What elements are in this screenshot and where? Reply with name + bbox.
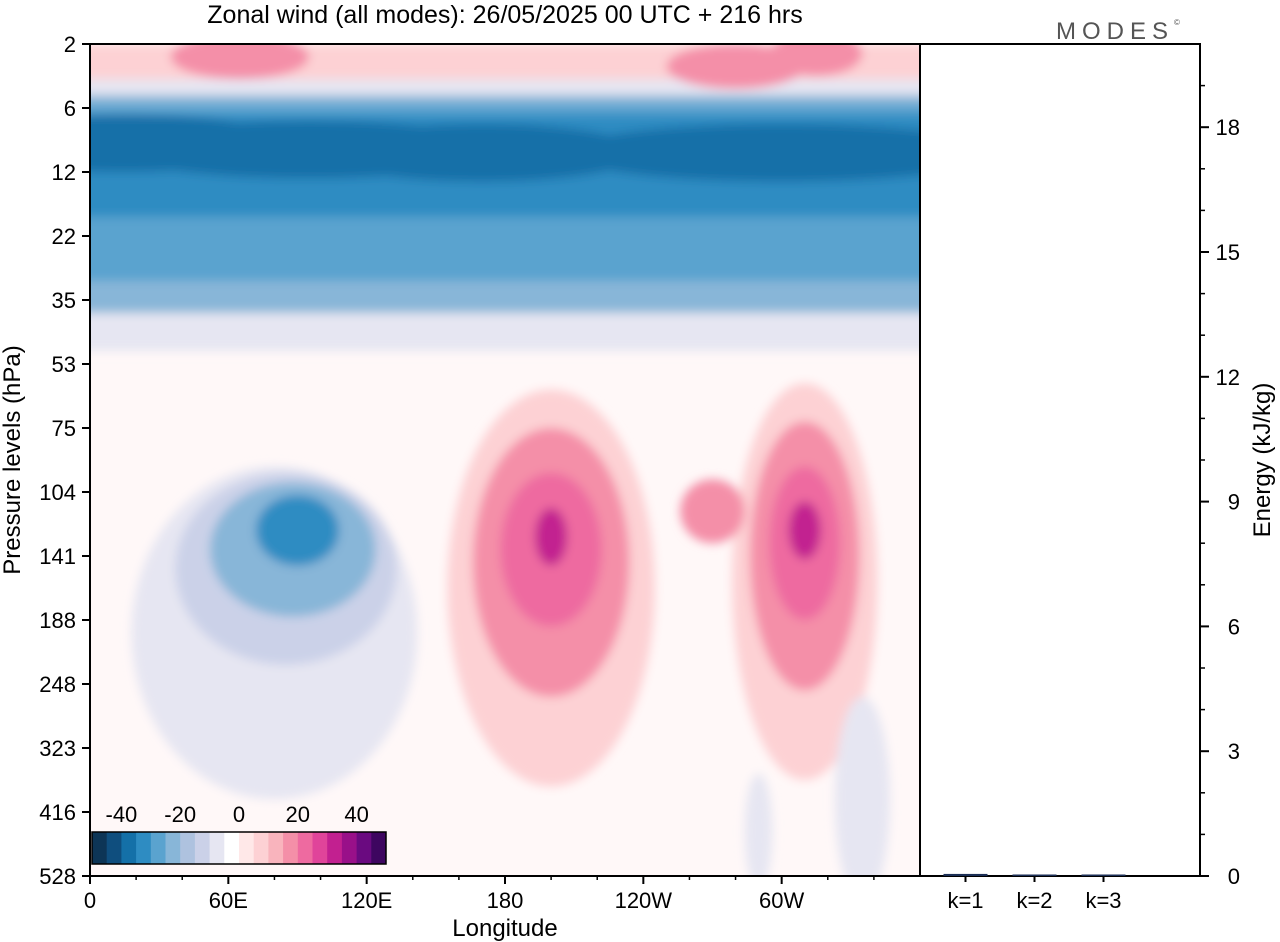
colorbar-tick-label: 40 [344, 802, 368, 827]
colorbar-swatch [253, 832, 269, 864]
colorbar-swatch [268, 832, 284, 864]
y-tick-label: 75 [52, 416, 76, 441]
colorbar-swatch [165, 832, 181, 864]
energy-tick-label: 0 [1228, 864, 1240, 889]
energy-category-label: k=3 [1085, 888, 1121, 913]
y-tick-label: 35 [52, 288, 76, 313]
colorbar-swatch [341, 832, 358, 864]
energy-axis: 0 3 6 9 12 15 18 k=1 k=2 k=3 [947, 84, 1240, 913]
energy-bar [1081, 874, 1126, 876]
lower-easterly-patch [834, 696, 891, 876]
y-tick-label: 12 [52, 160, 76, 185]
y-axis-label: Pressure levels (hPa) [0, 345, 26, 574]
energy-bar [1012, 874, 1057, 876]
colorbar-tick-label: -20 [164, 802, 196, 827]
easterly-jet-edge [90, 312, 920, 352]
y-tick-label: 104 [39, 480, 76, 505]
x-tick-label: 0 [84, 888, 96, 913]
x-tick-label: 60W [759, 888, 804, 913]
energy-tick-label: 9 [1228, 490, 1240, 515]
easterly-jet-core [320, 124, 644, 182]
y-tick-label: 248 [39, 672, 76, 697]
x-tick-label: 60E [209, 888, 248, 913]
colorbar-tick-label: 0 [233, 802, 245, 827]
colorbar-swatch [297, 832, 313, 864]
chart-title: Zonal wind (all modes): 26/05/2025 00 UT… [207, 1, 802, 29]
y-axis: 2 6 12 22 35 53 75 104 141 188 248 323 416 528 [39, 32, 90, 889]
energy-frame [919, 43, 1201, 877]
colorbar-swatch [327, 832, 343, 864]
y-tick-label: 141 [39, 544, 76, 569]
colorbar-swatch [209, 832, 225, 864]
energy-tick-label: 6 [1228, 614, 1240, 639]
y-tick-label: 6 [64, 96, 76, 121]
heatmap-area [90, 44, 920, 876]
easterly-jet-core [562, 124, 920, 182]
colorbar-swatch [92, 832, 108, 864]
energy-panel: 0 3 6 9 12 15 18 k=1 k=2 k=3 Energy (kJ/kg) [919, 43, 1276, 913]
lower-easterly-patch [744, 773, 773, 876]
energy-tick-label: 3 [1228, 739, 1240, 764]
westerly-core [788, 501, 821, 560]
y-tick-label: 2 [64, 32, 76, 57]
colorbar-swatch [121, 832, 137, 864]
colorbar-swatch [136, 832, 152, 864]
colorbar-swatch [312, 832, 328, 864]
x-tick-label: 120W [615, 888, 673, 913]
energy-bars [943, 873, 1126, 876]
colorbar: -40 -20 0 20 40 [91, 802, 387, 865]
energy-category-label: k=1 [947, 888, 983, 913]
energy-tick-label: 18 [1216, 115, 1240, 140]
colorbar-swatch [224, 832, 240, 864]
modes-logo: MODES© [1056, 18, 1180, 45]
y-tick-label: 22 [52, 224, 76, 249]
colorbar-tick-label: 20 [286, 802, 310, 827]
colorbar-swatch [356, 832, 372, 864]
upper-westerly-maximum [170, 44, 310, 80]
colorbar-tick-label: -40 [106, 802, 138, 827]
westerly-core [534, 508, 568, 566]
energy-tick-label: 12 [1216, 365, 1240, 390]
y-tick-label: 528 [39, 864, 76, 889]
y-tick-label: 188 [39, 608, 76, 633]
upper-westerly-maximum [666, 44, 805, 89]
colorbar-swatch [180, 832, 196, 864]
colorbar-swatch [283, 832, 299, 864]
y-tick-label: 53 [52, 352, 76, 377]
x-tick-label: 180 [487, 888, 524, 913]
tropical-easterly-core [256, 495, 339, 566]
westerly-patch [680, 479, 745, 544]
energy-bar [943, 873, 988, 876]
energy-axis-label: Energy (kJ/kg) [1249, 383, 1276, 538]
x-tick-label: 120E [341, 888, 392, 913]
colorbar-frame [91, 831, 387, 865]
x-axis-label: Longitude [452, 915, 557, 942]
wind-field [90, 44, 920, 876]
colorbar-swatch [239, 832, 255, 864]
colorbar-swatch [371, 832, 387, 864]
energy-category-label: k=2 [1016, 888, 1052, 913]
x-axis: 0 60E 120E 180 120W 60W [84, 876, 875, 913]
colorbar-swatch [106, 832, 122, 864]
y-tick-label: 323 [39, 736, 76, 761]
upper-westerly-maximum [770, 44, 863, 76]
energy-tick-label: 15 [1216, 240, 1240, 265]
colorbar-swatch [150, 832, 166, 864]
y-tick-label: 416 [39, 800, 76, 825]
colorbar-swatch [194, 832, 211, 864]
